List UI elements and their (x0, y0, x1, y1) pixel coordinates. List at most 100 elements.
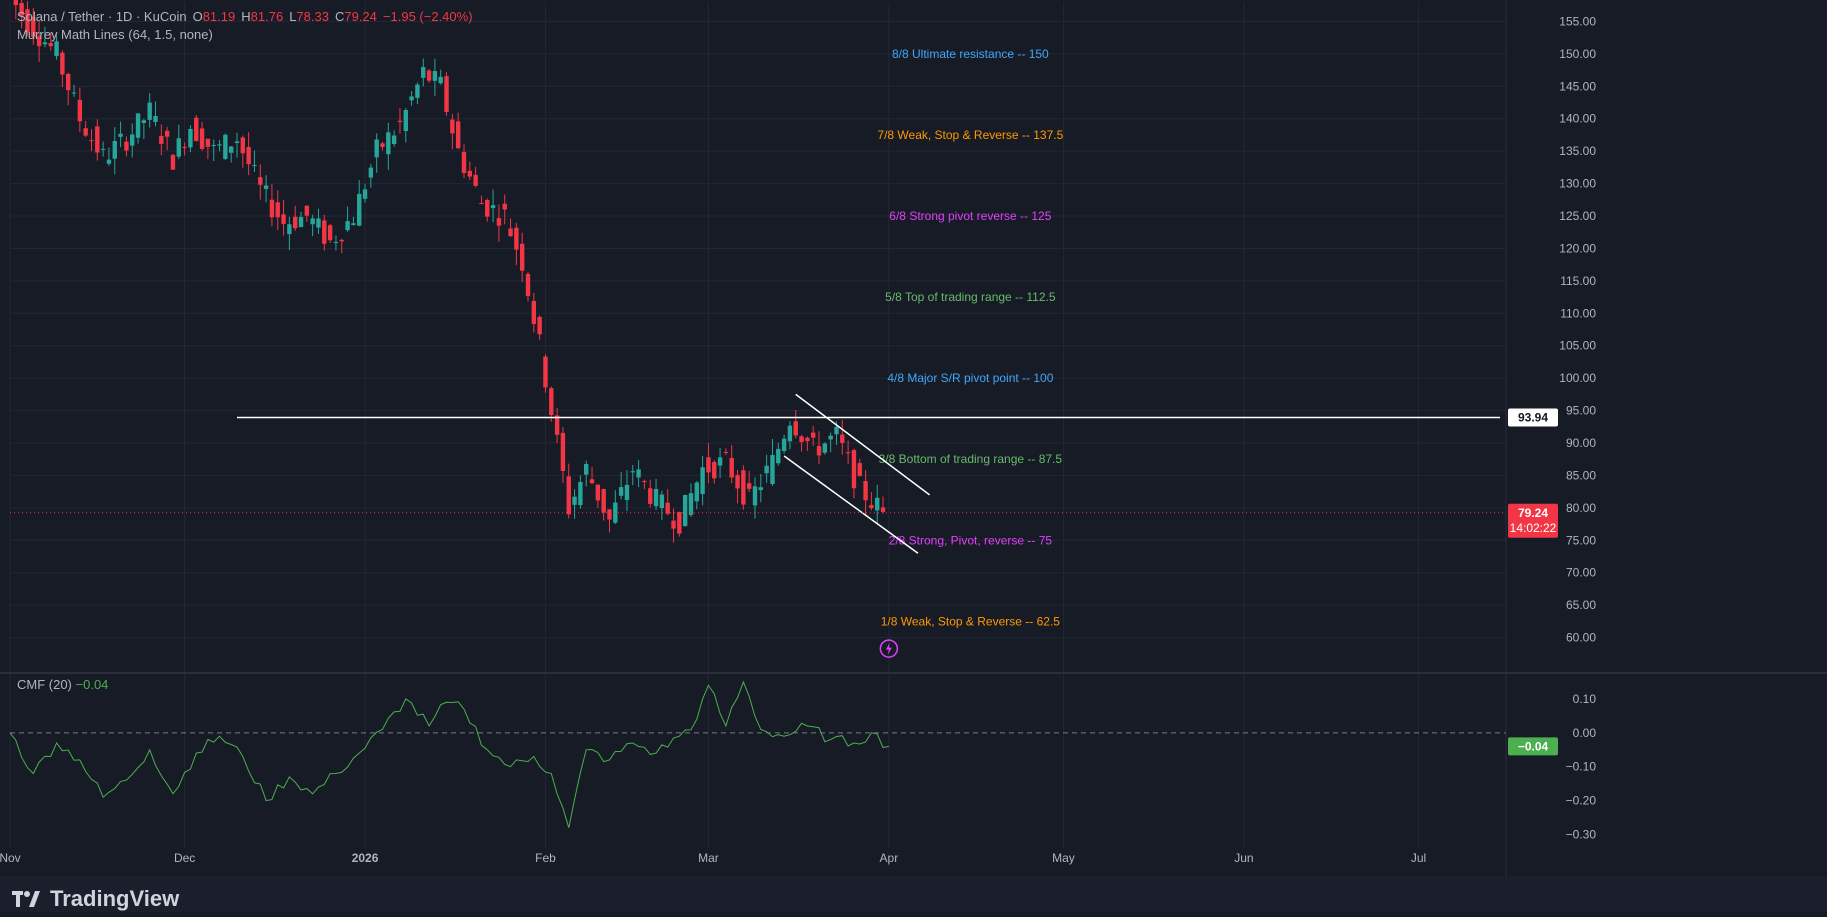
candle-body (682, 494, 688, 527)
candle-body (799, 436, 804, 443)
candle-body (316, 218, 321, 228)
axis-layer: 155.00 150.00 145.00 140.00 135.00 130.00 125.… (0, 14, 1596, 865)
indicator-label[interactable]: Murrey Math Lines (64, 1.5, none) (17, 27, 213, 42)
price-tick-label: 120.00 (1559, 241, 1596, 255)
candle-body (409, 96, 414, 101)
tradingview-logo-icon (12, 891, 40, 907)
candle-body (60, 52, 65, 75)
candle-body (19, 2, 24, 16)
candle-body (554, 415, 560, 435)
cmf-line (9, 680, 889, 828)
candle-body (345, 221, 350, 231)
murrey-level-label: 3/8 Bottom of trading range -- 87.5 (879, 452, 1063, 466)
candle-body (380, 143, 385, 147)
cmf-tick-label: 0.00 (1573, 726, 1597, 740)
candle-body (490, 205, 496, 209)
price-tick-label: 80.00 (1566, 501, 1596, 515)
candle-body (228, 146, 234, 153)
candle-body (421, 67, 426, 78)
candle-body (595, 484, 601, 501)
candle-body (298, 216, 304, 228)
candle-body (199, 128, 205, 149)
murrey-level-label: 8/8 Ultimate resistance -- 150 (892, 47, 1049, 61)
date-tick-label: Nov (0, 851, 21, 865)
candle-body (467, 170, 473, 177)
candle-body (601, 489, 606, 513)
price-tick-label: 135.00 (1559, 144, 1596, 158)
candle-body (787, 425, 793, 442)
candle-body (549, 388, 554, 416)
candle-body (83, 128, 88, 136)
price-tick-label: 130.00 (1559, 177, 1596, 191)
candle-body (397, 120, 403, 123)
candle-body (502, 203, 507, 210)
last-price-tag (1508, 503, 1558, 538)
candle-body (834, 426, 839, 435)
murrey-level-label: 1/8 Weak, Stop & Reverse -- 62.5 (881, 614, 1061, 628)
price-tick-label: 125.00 (1559, 209, 1596, 223)
candle-body (112, 141, 117, 159)
candle-body (118, 133, 123, 137)
candle-body (362, 189, 368, 199)
candle-body (310, 218, 315, 225)
murrey-level-label: 6/8 Strong pivot reverse -- 125 (889, 209, 1051, 223)
candle-body (851, 450, 857, 489)
cmf-tick-label: 0.10 (1573, 692, 1597, 706)
candle-body (450, 119, 455, 134)
tradingview-logo[interactable]: TradingView (12, 886, 179, 912)
cmf-value: −0.04 (75, 677, 109, 692)
candle-body (857, 463, 862, 476)
candle-body (194, 117, 199, 142)
candle-body (723, 451, 729, 453)
horizontal-level-tag-label: 93.94 (1518, 410, 1548, 424)
candle-body (776, 448, 781, 464)
candle-body (135, 113, 141, 138)
candle-body (281, 214, 286, 224)
candle-body (31, 16, 36, 37)
high-value: 81.76 (250, 9, 284, 24)
candle-body (875, 497, 880, 511)
high-label: H (241, 9, 251, 24)
candle-body (246, 146, 251, 165)
candle-body (543, 356, 548, 388)
candle-body (473, 174, 478, 186)
cmf-legend[interactable]: CMF (20) −0.04 (17, 677, 108, 692)
candle-body (258, 177, 263, 185)
candle-body (386, 132, 391, 155)
candle-body (537, 316, 542, 335)
date-tick-label: Dec (174, 851, 195, 865)
price-tick-label: 85.00 (1566, 468, 1596, 482)
candle-body (822, 443, 828, 453)
candle-body (240, 137, 246, 154)
cmf-name: CMF (20) (17, 677, 72, 692)
candle-body (170, 154, 176, 170)
open-label: O (192, 9, 203, 24)
lightning-bolt-glyph (885, 642, 892, 655)
channel-line (795, 393, 931, 496)
date-tick-label: Jul (1411, 851, 1426, 865)
candle-body (781, 438, 787, 451)
candle-body (287, 224, 292, 235)
candle-body (188, 128, 193, 148)
candle-body (71, 92, 77, 94)
candle-body (13, 0, 19, 6)
candle-body (42, 42, 48, 45)
candle-body (327, 225, 333, 241)
candle-body (106, 159, 112, 164)
price-legend: Solana / Tether · 1D · KuCoin O81.19 H81… (17, 8, 473, 44)
candle-body (403, 110, 408, 132)
candle-body (357, 193, 362, 226)
brand-name: TradingView (50, 886, 180, 911)
candle-body (438, 76, 443, 84)
symbol-label[interactable]: Solana / Tether · 1D · KuCoin (17, 9, 187, 24)
candle-body (48, 43, 53, 47)
candle-body (205, 138, 211, 147)
candle-body (182, 146, 187, 148)
candle-body (636, 469, 641, 478)
candle-body (368, 167, 374, 178)
murrey-level-label: 7/8 Weak, Stop & Reverse -- 137.5 (877, 128, 1063, 142)
candle-body (124, 141, 129, 151)
candle-body (252, 164, 257, 166)
